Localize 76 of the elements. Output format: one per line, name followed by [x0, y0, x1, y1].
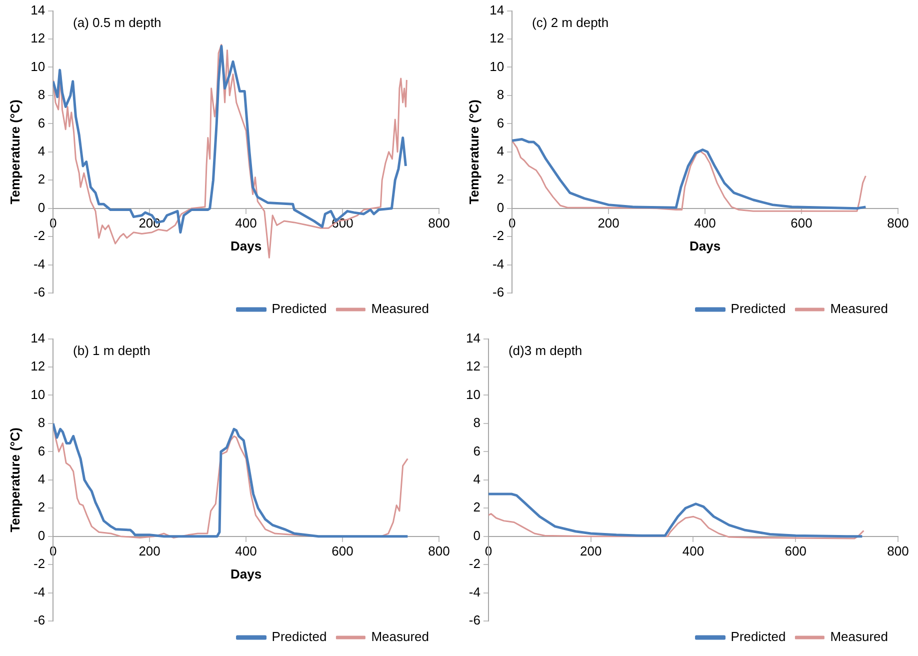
- chart-title: (b) 1 m depth: [73, 342, 150, 358]
- y-tick-label: 4: [38, 471, 46, 486]
- y-tick-label: 0: [38, 528, 46, 543]
- y-tick-label: 6: [38, 443, 46, 458]
- x-tick-label: 800: [428, 544, 450, 559]
- chart-title: (c) 2 m depth: [532, 14, 609, 30]
- y-tick-label: 14: [490, 2, 504, 18]
- y-tick-label: -6: [492, 284, 504, 300]
- x-axis-title: Days: [230, 566, 262, 582]
- y-tick-label: 4: [496, 143, 504, 158]
- y-tick-label: 2: [496, 172, 504, 187]
- y-tick-label: 10: [30, 58, 46, 74]
- y-axis-title: Temperature (°C): [466, 100, 482, 204]
- y-tick-label: 4: [38, 143, 46, 158]
- x-tick-label: 600: [790, 216, 812, 231]
- y-tick-label: 12: [30, 358, 46, 374]
- legend-label: Measured: [830, 629, 888, 644]
- y-tick-label: 12: [466, 358, 480, 374]
- y-tick-label: -4: [468, 584, 480, 600]
- y-tick-label: -4: [33, 584, 46, 600]
- y-tick-label: -2: [468, 556, 480, 572]
- y-tick-label: 4: [473, 471, 480, 486]
- y-tick-label: -2: [33, 556, 46, 572]
- y-tick-label: -4: [492, 256, 504, 272]
- legend-label: Predicted: [272, 301, 327, 316]
- y-axis-title: Temperature (°C): [7, 100, 22, 204]
- y-tick-label: 14: [30, 2, 46, 18]
- y-tick-label: 10: [30, 386, 46, 402]
- x-tick-label: 200: [598, 216, 620, 231]
- x-tick-label: 200: [580, 544, 602, 559]
- x-axis-title: Days: [230, 238, 262, 254]
- legend-label: Predicted: [272, 629, 327, 644]
- y-tick-label: 0: [473, 528, 480, 543]
- y-axis-title: Temperature (°C): [7, 428, 22, 532]
- legend-label: Measured: [830, 301, 888, 316]
- x-tick-label: 600: [784, 544, 806, 559]
- chart-title: (d)3 m depth: [508, 342, 582, 358]
- x-tick-label: 400: [235, 544, 257, 559]
- y-tick-label: 6: [473, 443, 480, 458]
- x-tick-label: 800: [887, 216, 909, 231]
- chart-title: (a) 0.5 m depth: [73, 14, 162, 30]
- x-tick-label: 200: [138, 544, 160, 559]
- y-tick-label: 2: [473, 500, 480, 515]
- y-tick-label: 2: [38, 172, 46, 187]
- x-tick-label: 400: [235, 216, 257, 231]
- y-tick-label: 14: [466, 330, 480, 346]
- y-tick-label: 6: [38, 115, 46, 130]
- y-tick-label: 6: [496, 115, 504, 130]
- y-tick-label: -6: [33, 612, 46, 628]
- y-tick-label: -4: [33, 256, 46, 272]
- y-tick-label: -2: [33, 228, 46, 244]
- x-tick-label: 800: [887, 544, 909, 559]
- y-tick-label: 2: [38, 500, 46, 515]
- y-tick-label: 14: [30, 330, 46, 346]
- legend-label: Predicted: [730, 629, 786, 644]
- y-tick-label: 8: [496, 87, 504, 102]
- y-tick-label: 12: [30, 30, 46, 46]
- y-tick-label: -2: [492, 228, 504, 244]
- y-tick-label: 10: [466, 386, 480, 402]
- x-axis-title: Days: [689, 238, 721, 254]
- y-tick-label: 0: [38, 200, 46, 215]
- y-tick-label: -6: [33, 284, 46, 300]
- x-tick-label: 800: [428, 216, 450, 231]
- y-tick-label: 8: [473, 415, 480, 430]
- legend-label: Predicted: [730, 301, 786, 316]
- y-tick-label: 8: [38, 87, 46, 102]
- x-tick-label: 600: [332, 544, 354, 559]
- x-tick-label: 400: [682, 544, 704, 559]
- x-tick-label: 400: [694, 216, 716, 231]
- y-tick-label: 0: [496, 200, 504, 215]
- legend-label: Measured: [371, 629, 430, 644]
- y-tick-label: -6: [468, 612, 480, 628]
- y-tick-label: 8: [38, 415, 46, 430]
- y-tick-label: 10: [490, 58, 504, 74]
- y-tick-label: 12: [490, 30, 504, 46]
- legend-label: Measured: [371, 301, 430, 316]
